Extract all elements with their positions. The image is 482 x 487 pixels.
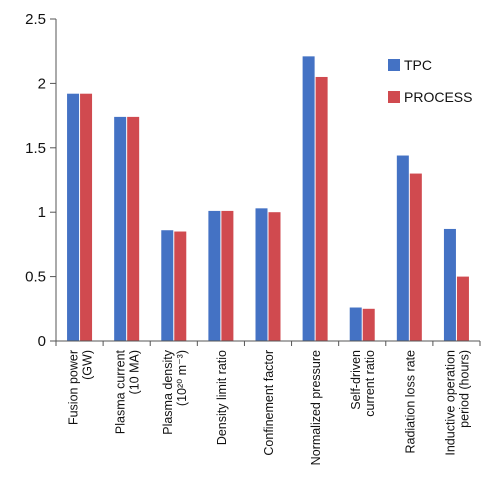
y-tick-label: 2 [38,75,46,92]
y-tick-label: 1.5 [25,140,46,157]
x-category-label: Normalized pressure [309,350,323,465]
y-tick-label: 2.5 [25,11,46,28]
x-category-label: period (hours) [457,350,471,428]
x-category-label: (10 MA) [128,350,142,394]
y-tick-label: 0 [38,333,46,350]
bar-tpc-4 [208,210,221,341]
x-category-label: Plasma current [114,349,128,434]
bar-process-8 [409,173,422,341]
bar-process-3 [174,231,187,341]
legend: TPC PROCESS [388,57,472,105]
x-category-label: Radiation loss rate [403,350,417,454]
x-category-label: Fusion power [67,350,81,425]
bar-tpc-8 [396,155,409,341]
x-category-label: Plasma density [161,349,175,435]
bar-process-6 [315,76,328,342]
x-category-label: Confinement factor [262,350,276,456]
bar-process-4 [221,210,234,341]
y-tick-label: 1 [38,204,46,221]
x-category-label: (10²⁰ m⁻³) [175,350,189,406]
bar-tpc-1 [67,93,80,341]
x-category-label: Density limit ratio [215,350,229,445]
legend-label-tpc: TPC [404,57,432,73]
bars [67,56,469,342]
bar-process-9 [456,276,469,341]
x-category-label: Self-driven [349,350,363,410]
bar-tpc-2 [114,116,127,341]
legend-swatch-tpc [388,59,400,71]
x-axis-category-labels: Fusion power (GW) Plasma current (10 MA) Pla… [67,349,472,465]
bar-tpc-3 [161,230,174,341]
bar-tpc-7 [349,307,362,341]
bar-process-1 [80,93,93,341]
y-axis-ticks: 0 0.5 1 1.5 2 2.5 [25,11,56,350]
bar-tpc-9 [443,228,456,341]
y-tick-label: 0.5 [25,269,46,286]
bar-tpc-6 [302,56,315,342]
axes [55,19,481,346]
bar-process-7 [362,308,375,341]
bar-process-2 [127,116,140,341]
x-category-label: Inductive operation [443,350,457,456]
legend-swatch-process [388,91,400,103]
bar-process-5 [268,212,281,341]
x-category-label: (GW) [81,350,95,380]
x-category-label: current ratio [363,350,377,417]
legend-label-process: PROCESS [404,89,472,105]
bar-tpc-5 [255,208,268,341]
